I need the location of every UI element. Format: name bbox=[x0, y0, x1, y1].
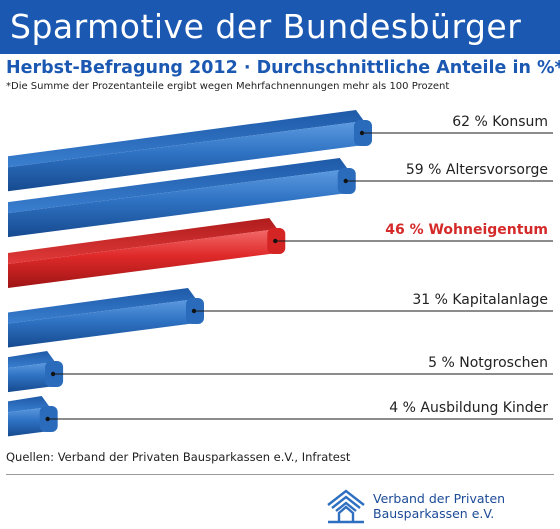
leader-dot bbox=[359, 130, 365, 136]
bar-front-face bbox=[8, 121, 364, 192]
bar-label: 59 % Altersvorsorge bbox=[406, 162, 548, 178]
chart-subtitle: Herbst-Befragung 2012 · Durchschnittlich… bbox=[6, 58, 560, 78]
bar-kapitalanlage bbox=[8, 288, 553, 348]
org-name-line2: Bausparkassen e.V. bbox=[373, 506, 495, 521]
bar-label: 46 % Wohneigentum bbox=[385, 222, 548, 238]
bar-altersvorsorge bbox=[8, 158, 553, 238]
bar-top-face bbox=[8, 396, 50, 413]
bar-label: 31 % Kapitalanlage bbox=[412, 292, 548, 308]
chart-title: Sparmotive der Bundesbürger bbox=[0, 0, 560, 54]
bar-top-face bbox=[8, 288, 196, 324]
house-logo-icon bbox=[327, 489, 365, 524]
source-note: Quellen: Verband der Privaten Bausparkas… bbox=[6, 450, 351, 464]
bar-top-face bbox=[8, 351, 56, 369]
bar-chart: 62 % Konsum 59 % Altersvorsorge 46 % Wohne… bbox=[8, 110, 553, 437]
bar-ausbildung-kinder bbox=[8, 396, 553, 437]
bar-front-face bbox=[8, 299, 196, 348]
bar-label: 62 % Konsum bbox=[452, 114, 548, 130]
divider bbox=[6, 474, 554, 475]
leader-dot bbox=[191, 308, 197, 314]
organization-logo-block: Verband der Privaten Bausparkassen e.V. bbox=[325, 486, 505, 526]
org-name-line1: Verband der Privaten bbox=[373, 491, 506, 506]
bar-front-face bbox=[8, 229, 278, 289]
bar-label: 4 % Ausbildung Kinder bbox=[389, 400, 548, 416]
bar-notgroschen bbox=[8, 351, 553, 393]
bar-konsum bbox=[8, 110, 553, 192]
bar-top-face bbox=[8, 218, 278, 265]
leader-dot bbox=[343, 178, 348, 184]
bar-top-face bbox=[8, 110, 364, 168]
leader-dot bbox=[273, 238, 278, 244]
footnote: *Die Summe der Prozentanteile ergibt weg… bbox=[6, 81, 450, 92]
bar-top-face bbox=[8, 158, 348, 214]
organization-name: Verband der Privaten Bausparkassen e.V. bbox=[373, 491, 505, 521]
bar-label: 5 % Notgroschen bbox=[428, 355, 548, 371]
bar-front-face bbox=[8, 407, 50, 437]
leader-dot bbox=[50, 371, 56, 377]
bar-wohneigentum bbox=[8, 218, 553, 289]
bar-front-face bbox=[8, 169, 348, 238]
leader-dot bbox=[45, 416, 50, 422]
bar-front-face bbox=[8, 362, 56, 393]
